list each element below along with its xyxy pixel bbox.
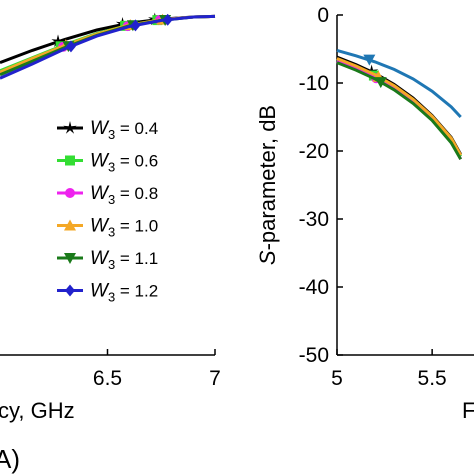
legend-marker-5 xyxy=(64,253,76,264)
right-panel: 0-10-20-30-40-50 5 5.5 S-parameter, dB F xyxy=(255,4,474,423)
left-series-line-5 xyxy=(0,14,216,77)
left-series-line-1 xyxy=(0,14,216,65)
legend-marker-3 xyxy=(65,188,75,198)
left-series-6-marker-2 xyxy=(130,19,141,32)
right-x-tick-label-1: 5 xyxy=(331,367,343,390)
left-series-6-marker-1 xyxy=(65,40,76,53)
right-y-axis-label: S-parameter, dB xyxy=(255,105,280,265)
left-series-6-marker-3 xyxy=(162,13,173,26)
left-x-ticks: 6.5 7 xyxy=(93,349,221,390)
right-series-1-marker-1 xyxy=(363,54,376,66)
right-y-tick-label-5: -40 xyxy=(299,276,329,299)
legend-marker-1 xyxy=(63,121,77,134)
legend-label-6: W3 = 1.2 xyxy=(90,281,158,305)
right-series-line-4 xyxy=(336,59,463,160)
left-x-tick-label-2: 7 xyxy=(209,367,221,390)
legend-marker-6 xyxy=(65,284,75,297)
left-panel: 6.5 7 cy, GHz A) W3 = 0.4W3 = 0.6W3 = 0.8… xyxy=(0,12,221,474)
right-x-tick-label-2: 5.5 xyxy=(418,367,447,390)
panel-label: A) xyxy=(0,444,20,474)
right-y-tick-label-4: -30 xyxy=(299,208,329,231)
legend-marker-2 xyxy=(65,155,75,166)
right-y-axis-label-rest: -parameter, dB xyxy=(255,105,280,251)
left-series-line-6 xyxy=(0,14,216,80)
legend-label-5: W3 = 1.1 xyxy=(90,248,158,272)
left-x-tick-label-1: 6.5 xyxy=(93,367,122,390)
right-y-ticks: 0 -10 -20 -30 -40 -50 xyxy=(299,4,343,367)
legend-label-3: W3 = 0.8 xyxy=(90,183,158,207)
right-x-axis-label: F xyxy=(462,398,474,423)
right-y-axis-label-italic: S xyxy=(255,250,280,265)
left-series-1-marker-1 xyxy=(51,34,65,47)
right-series-line-3 xyxy=(336,58,462,158)
right-y-tick-label-2: -10 xyxy=(299,72,329,95)
left-series-group xyxy=(0,12,216,80)
right-series-group xyxy=(336,48,463,160)
right-y-tick-label-6: -50 xyxy=(299,344,329,367)
left-x-axis-label: cy, GHz xyxy=(0,398,75,423)
right-series-line-6 xyxy=(336,61,462,160)
legend-label-4: W3 = 1.0 xyxy=(90,216,158,240)
right-y-tick-label-3: -20 xyxy=(299,140,329,163)
right-series-6-marker-1 xyxy=(374,77,387,89)
legend-label-1: W3 = 0.4 xyxy=(90,118,158,142)
right-x-ticks: 5 5.5 xyxy=(331,349,447,390)
legend-marker-4 xyxy=(64,219,76,231)
legend-label-2: W3 = 0.6 xyxy=(90,151,158,175)
right-y-tick-label-1: 0 xyxy=(317,4,329,27)
right-series-line-1 xyxy=(336,48,462,119)
right-series-line-5 xyxy=(336,57,463,156)
legend: W3 = 0.4 W3 = 0.6 W3 = 0.8 W3 = 1.0 W3 = 1.1… xyxy=(57,118,158,305)
